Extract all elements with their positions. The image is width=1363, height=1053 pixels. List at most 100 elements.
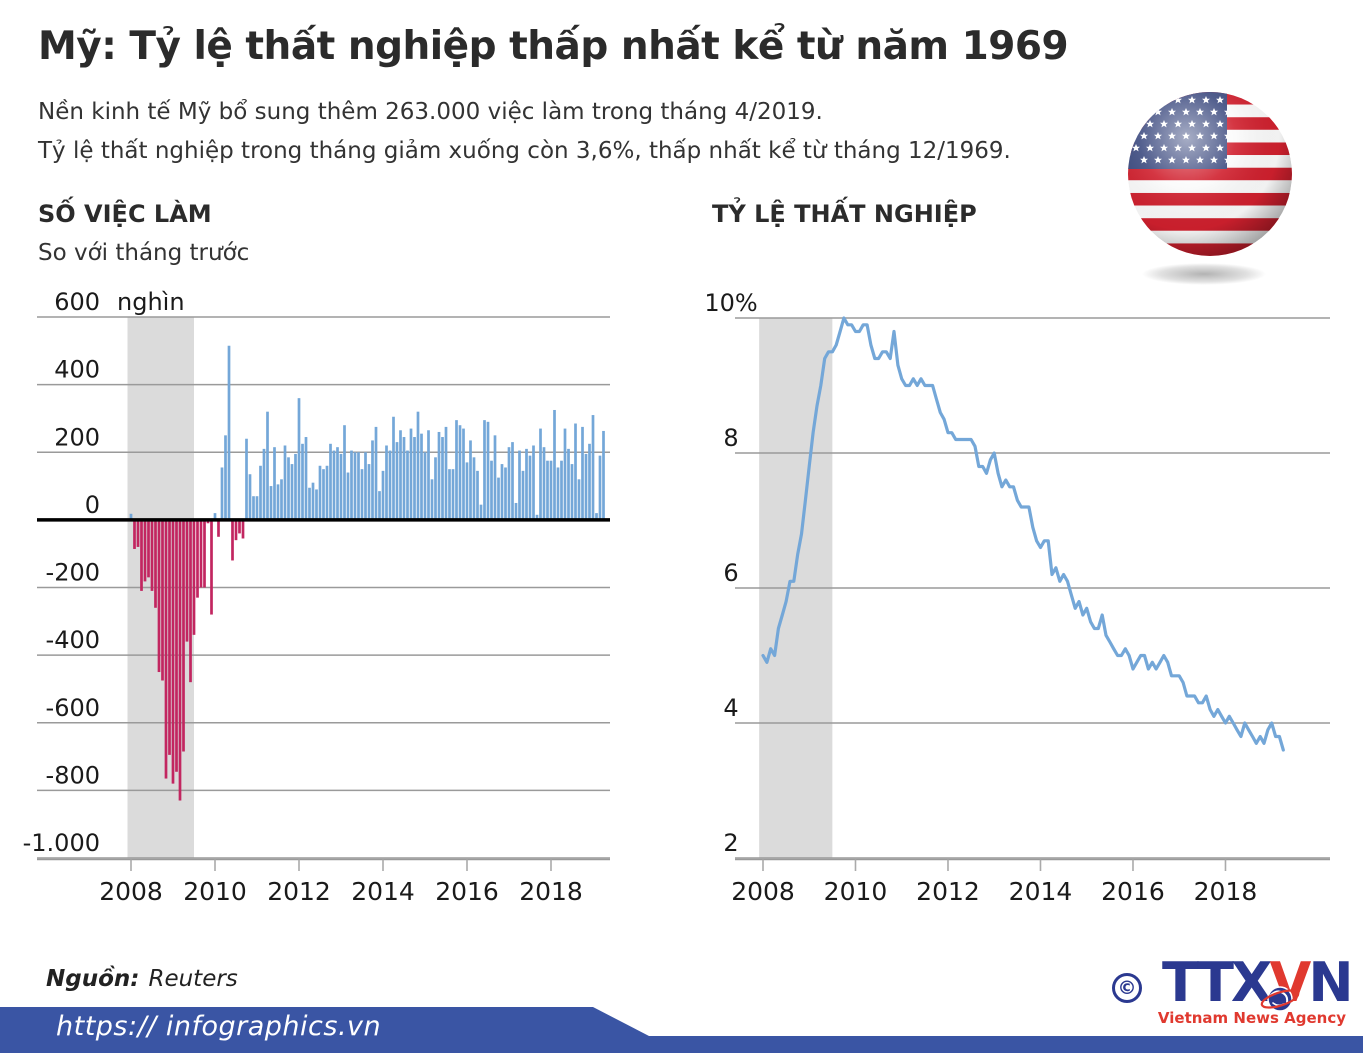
bar [427, 430, 430, 520]
bar [381, 470, 385, 520]
bar [577, 479, 581, 520]
bar [525, 448, 528, 520]
flag-surface [1128, 92, 1292, 256]
bar [199, 519, 203, 588]
y-tick-label: 10% [704, 289, 757, 317]
bar [546, 460, 549, 520]
us-flag-sphere-icon [1128, 92, 1292, 285]
bar [490, 460, 493, 520]
agency-name: Vietnam News Agency [1157, 1009, 1346, 1027]
bar [434, 457, 437, 520]
bar [287, 457, 290, 520]
ttxvn-logo: TTXVN Vietnam News Agency [1158, 956, 1354, 1028]
bar [588, 443, 591, 520]
bar [189, 519, 192, 683]
bar [175, 519, 178, 772]
y-tick-label: 2 [723, 829, 738, 857]
bar [140, 519, 143, 591]
bar [297, 398, 301, 520]
bar [273, 447, 276, 520]
bar [357, 452, 360, 520]
bar [430, 479, 434, 520]
bar [570, 464, 574, 520]
bar [332, 450, 336, 520]
x-tick-label: 2010 [824, 877, 888, 906]
bar [521, 470, 525, 520]
bar [423, 452, 427, 520]
bar [395, 442, 399, 520]
x-tick-label: 2008 [731, 877, 795, 906]
bar [497, 477, 500, 520]
bar [493, 435, 497, 520]
bar [217, 519, 220, 537]
source-value: Reuters [148, 966, 238, 992]
bar [315, 489, 318, 520]
bar [294, 453, 297, 520]
bar [161, 519, 164, 681]
bar [567, 448, 570, 520]
bar [238, 519, 241, 534]
bar [283, 445, 287, 520]
footer-banner [0, 1007, 1363, 1053]
bar [301, 443, 304, 520]
ball-shadow [1142, 263, 1266, 285]
x-tick-label: 2018 [519, 877, 583, 906]
y-tick-label: 0 [85, 491, 100, 519]
x-tick-label: 2008 [99, 877, 163, 906]
bar [364, 452, 367, 520]
jobs-chart-title: SỐ VIỆC LÀM [38, 200, 212, 228]
bar [220, 467, 224, 520]
bar [308, 487, 311, 520]
bar [164, 519, 168, 779]
bar [227, 345, 231, 520]
y-tick-label: -800 [46, 761, 100, 789]
bar [192, 519, 196, 635]
bar [129, 513, 133, 520]
bar [259, 465, 262, 520]
bar [514, 502, 518, 520]
bar [402, 437, 406, 520]
bar [409, 428, 413, 520]
bar [581, 426, 584, 520]
bar [231, 519, 234, 561]
bar [266, 411, 269, 520]
bar [584, 453, 588, 520]
bar [150, 519, 154, 591]
bar [262, 448, 266, 520]
bar [535, 514, 539, 520]
bar [178, 519, 182, 801]
y-tick-label: -1.000 [23, 829, 100, 857]
bar [406, 450, 409, 520]
bar [542, 447, 546, 520]
bar [507, 447, 511, 520]
bar [549, 460, 553, 520]
bar [367, 464, 371, 520]
bar [560, 460, 563, 520]
x-tick-label: 2016 [1101, 877, 1165, 906]
bar [539, 428, 542, 520]
bar [245, 438, 248, 520]
bar [168, 519, 171, 755]
bar [595, 513, 598, 520]
bar [157, 519, 161, 673]
bar [483, 420, 486, 520]
bar [371, 440, 374, 520]
bar [304, 437, 308, 520]
bar [346, 472, 350, 520]
subtitle-line-1: Nền kinh tế Mỹ bổ sung thêm 263.000 việc… [38, 99, 823, 125]
bar [486, 421, 490, 520]
bar [350, 450, 353, 520]
y-tick-label: 8 [723, 424, 738, 452]
bar [441, 437, 444, 520]
bar [329, 443, 332, 520]
bar [182, 519, 185, 752]
bar [374, 426, 378, 520]
bar [378, 491, 381, 520]
bar [276, 484, 280, 520]
y-tick-label: -400 [46, 626, 100, 654]
bar [553, 409, 556, 520]
bar [469, 440, 472, 520]
bar [311, 482, 315, 520]
y-tick-label: 4 [723, 694, 738, 722]
